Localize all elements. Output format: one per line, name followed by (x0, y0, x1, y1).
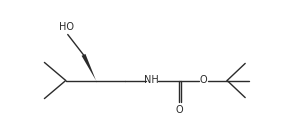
Text: NH: NH (145, 75, 159, 84)
Text: O: O (200, 75, 207, 84)
Text: O: O (176, 105, 183, 116)
Polygon shape (82, 54, 96, 80)
Text: HO: HO (59, 22, 74, 32)
